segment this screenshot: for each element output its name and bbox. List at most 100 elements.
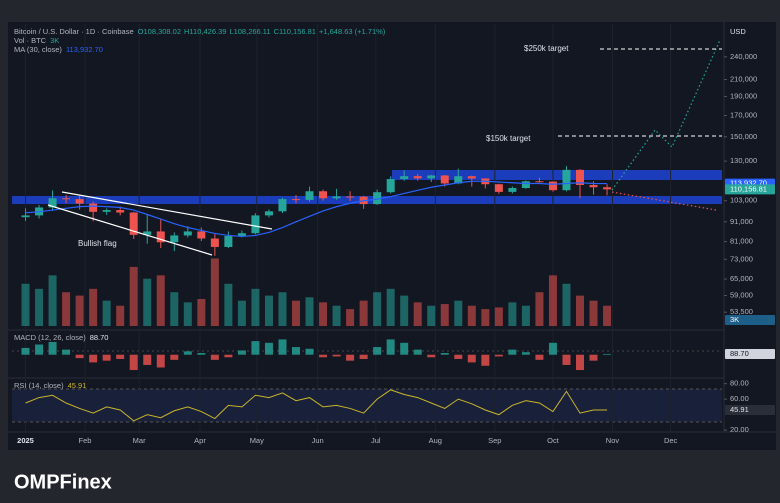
ma-line xyxy=(25,180,608,238)
macd-bar xyxy=(251,341,260,355)
macd-bar xyxy=(319,354,328,358)
rsi-tag: 45.91 xyxy=(730,405,749,414)
macd-bar xyxy=(197,353,206,355)
macd-bar xyxy=(508,349,517,355)
rsi-tag-box xyxy=(725,405,775,416)
volume-bar xyxy=(224,283,233,326)
macd-bar xyxy=(521,352,530,355)
macd-tag: 88.70 xyxy=(730,349,749,358)
candle-body xyxy=(589,184,598,188)
macd-bar xyxy=(413,349,422,355)
macd-bar xyxy=(89,354,98,363)
volume-bar xyxy=(35,288,44,326)
volume-bar xyxy=(603,305,612,326)
candle-body xyxy=(170,235,179,243)
macd-bar xyxy=(75,354,84,359)
x-tick-label: Nov xyxy=(606,436,620,445)
y-tick-label: 81,000 xyxy=(730,237,753,246)
symbol-title: Bitcoin / U.S. Dollar · 1D · Coinbase xyxy=(14,27,134,36)
volume-bar xyxy=(467,305,476,326)
volume-bar xyxy=(359,300,368,326)
macd-value: 88.70 xyxy=(90,333,109,342)
candle-body xyxy=(332,196,341,199)
volume-label: Vol · BTC xyxy=(14,36,47,45)
candle-body xyxy=(346,196,355,198)
x-tick-label: Jun xyxy=(312,436,324,445)
macd-bar xyxy=(170,354,179,360)
y-tick-label: 150,000 xyxy=(730,132,757,141)
macd-bar xyxy=(359,354,368,359)
resistance-zone xyxy=(392,170,722,180)
candle-body xyxy=(116,210,125,213)
volume-bar xyxy=(197,298,206,326)
candle-body xyxy=(562,169,571,191)
macd-bar xyxy=(603,353,612,355)
macd-bar xyxy=(548,342,557,355)
macd-bar xyxy=(562,354,571,365)
volume-bar xyxy=(251,288,260,326)
macd-bar xyxy=(116,354,125,359)
x-tick-label: Mar xyxy=(133,436,146,445)
volume-bar xyxy=(481,309,490,326)
ma-tag: 113,932.70 xyxy=(730,179,767,188)
volume-bar xyxy=(332,305,341,326)
volume-bar xyxy=(413,302,422,326)
candle-body xyxy=(75,199,84,204)
projection-down xyxy=(611,191,717,211)
rsi-tick-label: 80.00 xyxy=(730,379,749,388)
candle-body xyxy=(454,176,463,184)
volume-bar xyxy=(521,305,530,326)
volume-bar xyxy=(454,300,463,326)
volume-tag-box xyxy=(725,315,775,325)
volume-bar xyxy=(75,295,84,326)
macd-bar xyxy=(264,342,273,355)
volume-bar xyxy=(48,275,57,326)
candle-body xyxy=(21,215,30,218)
macd-bar xyxy=(21,347,30,355)
macd-bar xyxy=(35,344,44,355)
candle-body xyxy=(251,215,260,234)
volume-bar xyxy=(183,302,192,326)
candle-body xyxy=(373,192,382,205)
candle-body xyxy=(440,175,449,184)
macd-bar xyxy=(224,354,233,358)
x-tick-label: May xyxy=(250,436,264,445)
macd-bar xyxy=(400,342,409,355)
plot-layer: 2025 Feb Mar Apr May Jun Jul Aug Sep Oct Nov Dec 240… xyxy=(17,24,757,445)
volume-bar xyxy=(264,295,273,326)
volume-bar xyxy=(562,283,571,326)
macd-bar xyxy=(427,354,436,358)
volume-bar xyxy=(305,297,314,326)
macd-bar xyxy=(346,354,355,361)
candle-body xyxy=(413,176,422,179)
rsi-tick-label: 20.00 xyxy=(730,425,749,434)
candle-body xyxy=(143,231,152,235)
macd-bar xyxy=(102,354,111,361)
candle-body xyxy=(576,169,584,185)
candle-body xyxy=(305,191,314,200)
flag-line xyxy=(61,191,273,230)
volume-bar xyxy=(427,305,436,326)
macd-bar xyxy=(48,341,57,355)
candle-body xyxy=(603,187,612,190)
candle-body xyxy=(521,181,530,189)
volume-bar xyxy=(210,258,219,326)
candle-body xyxy=(224,236,233,247)
macd-bar xyxy=(62,349,71,355)
macd-bar xyxy=(481,354,490,366)
ma-value: 113,932.70 xyxy=(66,45,103,54)
candle-body xyxy=(467,176,476,179)
macd-legend: MACD (12, 26, close) 88.70 xyxy=(14,333,108,342)
x-tick-label: Aug xyxy=(429,436,442,445)
volume-bar xyxy=(129,266,138,326)
macd-bar xyxy=(292,347,300,355)
candle-body xyxy=(62,198,71,200)
candle-body xyxy=(548,181,557,191)
rsi-legend: RSI (14, close) 45.91 xyxy=(14,381,86,390)
projection-up xyxy=(611,39,721,191)
volume-bar xyxy=(116,305,125,326)
volume-bar xyxy=(494,307,503,326)
macd-bar xyxy=(305,348,314,355)
